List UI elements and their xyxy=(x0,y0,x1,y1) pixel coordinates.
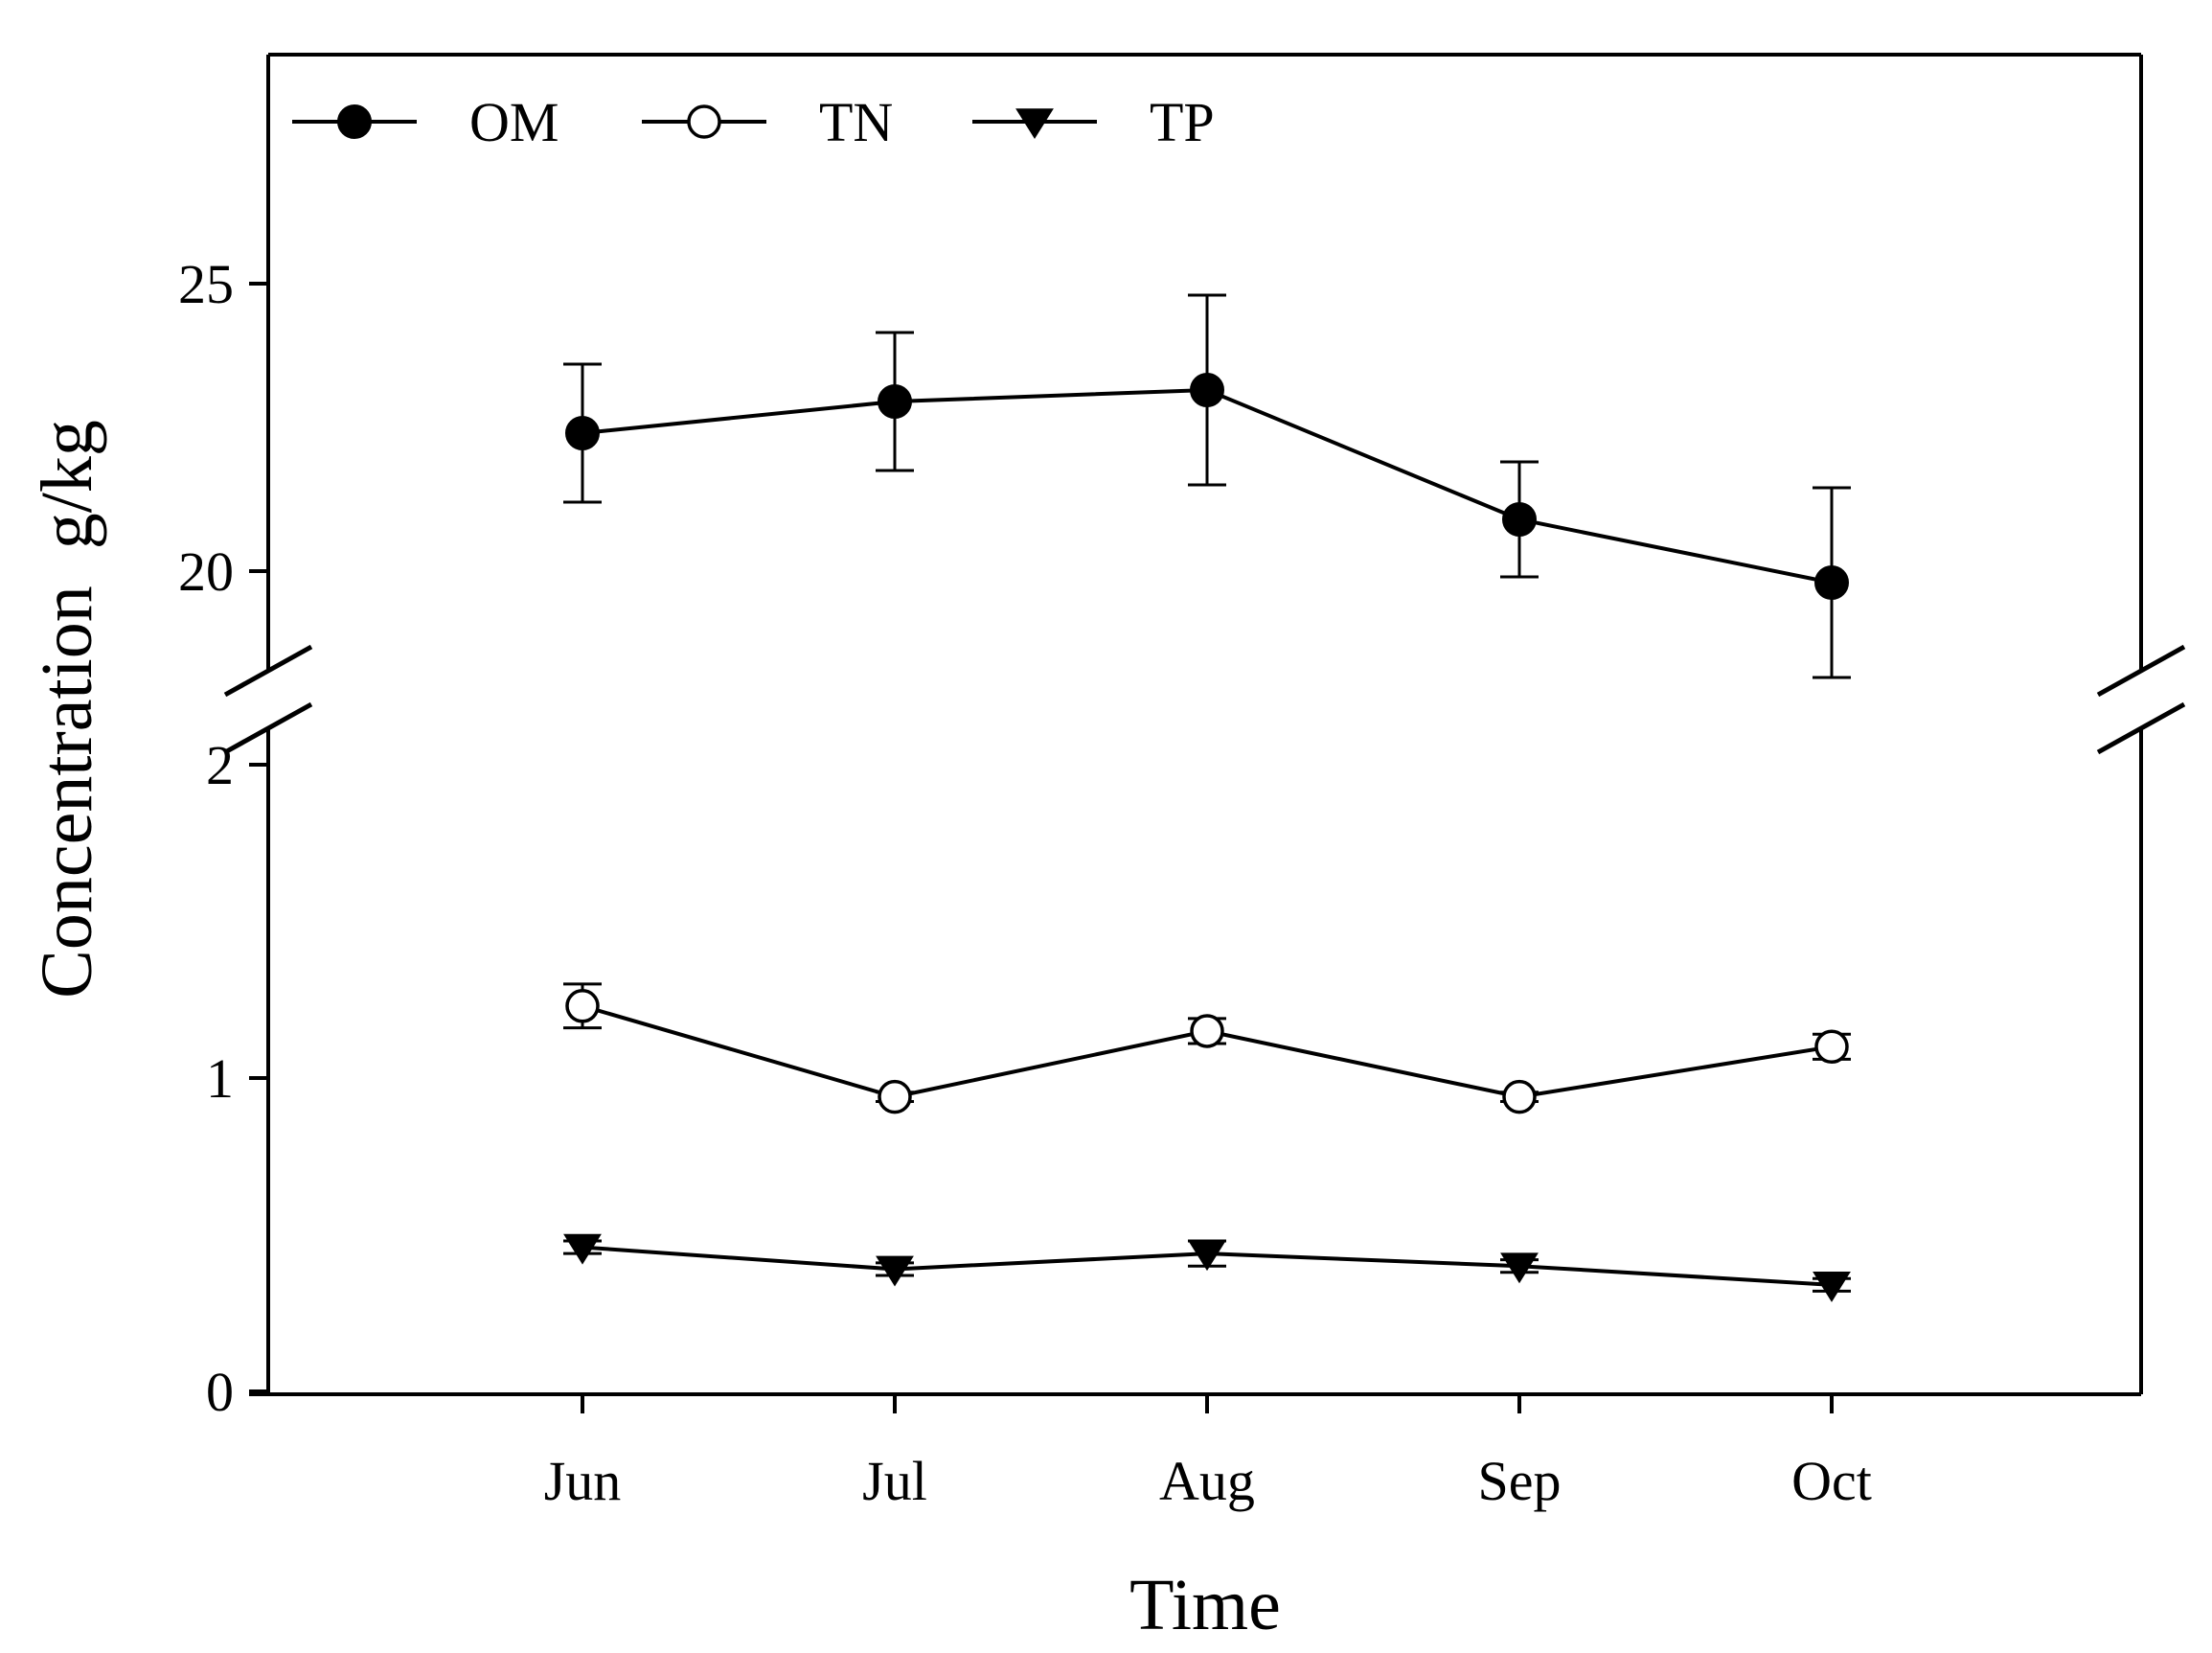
marker-tn xyxy=(687,104,721,139)
legend-entry-tp: TP xyxy=(972,91,1215,153)
marker-tn xyxy=(565,989,600,1023)
axes: 20 25 0 1 2 Jun Jul Aug Sep Oct xyxy=(178,253,1872,1512)
y-axis-title: Concentration g/kg xyxy=(27,420,107,999)
axis-break-left-bottom xyxy=(223,701,313,755)
legend-label: TP xyxy=(1150,91,1215,153)
y-tick-label: 25 xyxy=(178,253,234,315)
x-tick-label: Aug xyxy=(1159,1450,1255,1512)
legend-label: OM xyxy=(469,91,559,153)
marker-tp xyxy=(1015,108,1054,140)
marker-om xyxy=(1814,565,1849,600)
marker-tp xyxy=(1813,1272,1851,1302)
y-tick-label: 20 xyxy=(178,540,234,603)
marker-om xyxy=(1190,373,1224,407)
axis-break-right-top xyxy=(2096,644,2186,698)
series-layer xyxy=(563,293,1851,1302)
marker-tn xyxy=(1190,1014,1224,1048)
series-tp xyxy=(563,1233,1851,1302)
marker-tn xyxy=(1502,1079,1537,1114)
y-tick-label: 0 xyxy=(206,1361,234,1423)
plot-frame xyxy=(223,53,2186,1396)
marker-tp xyxy=(1500,1252,1539,1284)
x-tick-label: Jul xyxy=(862,1450,927,1512)
series-tn xyxy=(563,982,1851,1114)
marker-tn xyxy=(878,1079,912,1114)
marker-tp xyxy=(563,1233,602,1265)
y-tick-label: 2 xyxy=(206,734,234,796)
x-axis-title: Time xyxy=(1129,1565,1281,1645)
axis-break-left-top xyxy=(223,644,313,698)
marker-tp xyxy=(876,1255,914,1287)
marker-tn xyxy=(1814,1029,1849,1065)
marker-tp xyxy=(1188,1240,1226,1272)
x-tick-label: Oct xyxy=(1791,1450,1872,1512)
series-om xyxy=(563,293,1851,679)
marker-om xyxy=(337,104,372,139)
x-tick-label: Jun xyxy=(544,1450,622,1512)
y-tick-label: 1 xyxy=(206,1047,234,1110)
legend-label: TN xyxy=(819,91,893,153)
marker-om xyxy=(1502,502,1537,537)
axis-break-right-bottom xyxy=(2096,701,2186,755)
marker-om xyxy=(565,416,600,450)
legend: OM TN TP xyxy=(292,91,1215,153)
legend-entry-om: OM xyxy=(292,91,559,153)
x-tick-label: Sep xyxy=(1478,1450,1562,1512)
marker-om xyxy=(878,384,912,419)
legend-entry-tn: TN xyxy=(642,91,893,153)
